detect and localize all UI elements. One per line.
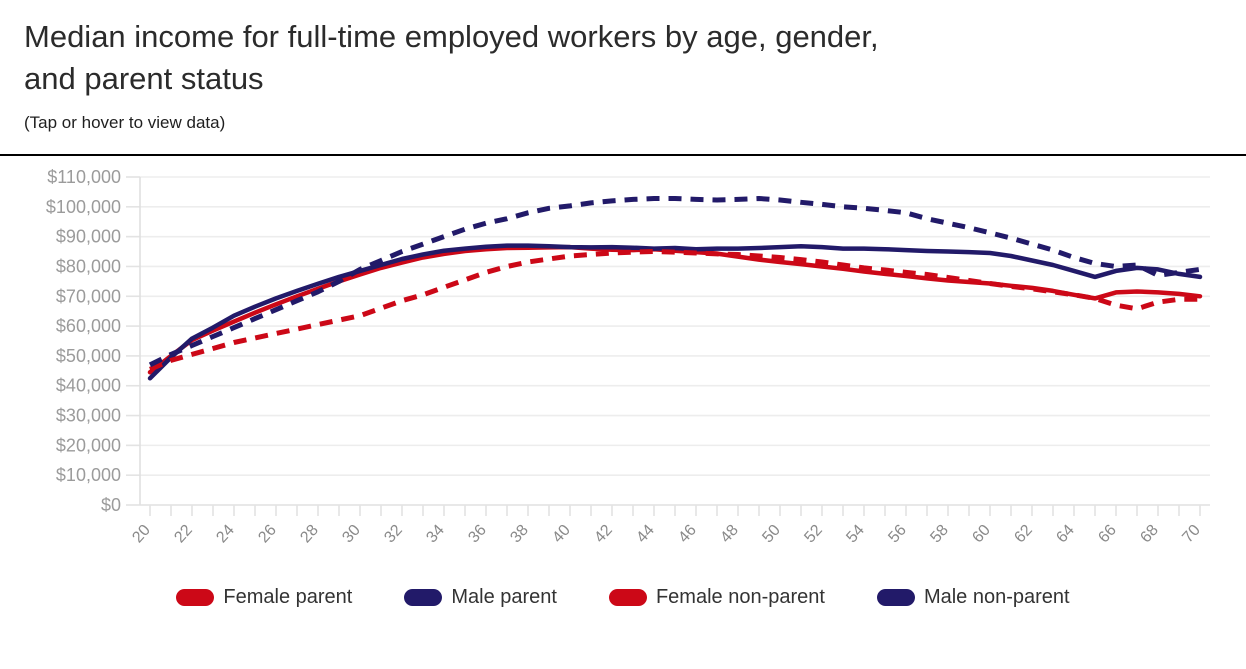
x-axis-label: 28 xyxy=(297,522,322,547)
series-line-female-parent[interactable] xyxy=(147,244,1203,375)
x-axis-label: 50 xyxy=(759,522,784,547)
income-line-chart[interactable]: $0 $10,000 $20,000 $30,000 $40,000 $50,000 $60… xyxy=(0,156,1246,580)
x-axis-label: 40 xyxy=(549,522,574,547)
x-axis-label: 22 xyxy=(171,522,196,547)
legend-label: Female non-parent xyxy=(655,586,825,608)
y-axis-label: $70,000 xyxy=(56,286,121,306)
x-axis-label: 56 xyxy=(885,522,910,547)
y-axis-label: $40,000 xyxy=(56,376,121,396)
title-line-1: Median income for full-time employed wor… xyxy=(24,19,879,54)
y-axis-label: $0 xyxy=(101,495,121,515)
y-axis-label: $20,000 xyxy=(56,435,121,455)
x-axis-label: 64 xyxy=(1053,522,1078,547)
legend-item-female-non-parent[interactable]: Female non-parent xyxy=(608,586,825,609)
chart-subtitle: (Tap or hover to view data) xyxy=(24,113,226,132)
x-axis-label: 70 xyxy=(1179,522,1204,547)
x-axis-label: 30 xyxy=(339,522,364,547)
series-line-female-non-parent[interactable] xyxy=(149,249,1200,372)
x-axis-label: 48 xyxy=(717,522,742,547)
chart-header: Median income for full-time employed wor… xyxy=(0,0,1246,133)
legend-item-male-parent[interactable]: Male parent xyxy=(404,586,557,609)
y-axis-label: $50,000 xyxy=(56,346,121,366)
y-axis-label: $10,000 xyxy=(56,465,121,485)
x-axis-label: 58 xyxy=(927,522,952,547)
x-axis-label: 36 xyxy=(465,522,490,547)
legend-swatch-male-non-parent xyxy=(876,589,915,606)
legend-swatch-male-parent xyxy=(404,589,443,606)
y-axis-label: $80,000 xyxy=(56,256,121,276)
chart-legend: Female parent Male parent Female non-paren… xyxy=(0,586,1246,609)
legend-label: Female parent xyxy=(223,586,353,608)
y-axis-label: $90,000 xyxy=(56,227,121,247)
series-line-male-non-parent[interactable] xyxy=(148,196,1201,368)
legend-item-male-non-parent[interactable]: Male non-parent xyxy=(876,586,1070,609)
y-axis-label: $30,000 xyxy=(56,406,121,426)
x-axis-label: 44 xyxy=(633,522,658,547)
x-axis-label: 46 xyxy=(675,522,700,547)
legend-swatch-female-non-parent xyxy=(608,589,647,606)
x-axis-label: 20 xyxy=(129,522,154,547)
x-axis-label: 52 xyxy=(801,522,826,547)
x-axis-label: 26 xyxy=(255,522,280,547)
x-axis-label: 66 xyxy=(1095,522,1120,547)
header-divider xyxy=(0,154,1246,156)
x-axis-label: 68 xyxy=(1137,522,1162,547)
y-axis-label: $60,000 xyxy=(56,316,121,336)
x-axis-label: 32 xyxy=(381,522,406,547)
x-axis-label: 38 xyxy=(507,522,532,547)
x-axis-label: 54 xyxy=(843,522,868,547)
title-line-2: and parent status xyxy=(24,61,264,96)
x-axis-label: 34 xyxy=(423,522,448,547)
x-axis-label: 62 xyxy=(1011,522,1036,547)
y-axis-label: $100,000 xyxy=(46,197,121,217)
y-axis-label: $110,000 xyxy=(47,167,121,187)
legend-label: Male parent xyxy=(451,586,557,608)
page-title: Median income for full-time employed wor… xyxy=(24,16,1218,100)
x-axis-label: 24 xyxy=(213,522,238,547)
series-line-male-parent[interactable] xyxy=(147,243,1203,381)
legend-item-female-parent[interactable]: Female parent xyxy=(176,586,352,609)
x-axis-label: 42 xyxy=(591,522,616,547)
legend-label: Male non-parent xyxy=(923,586,1070,608)
legend-swatch-female-parent xyxy=(176,589,215,606)
x-axis-label: 60 xyxy=(969,522,994,547)
